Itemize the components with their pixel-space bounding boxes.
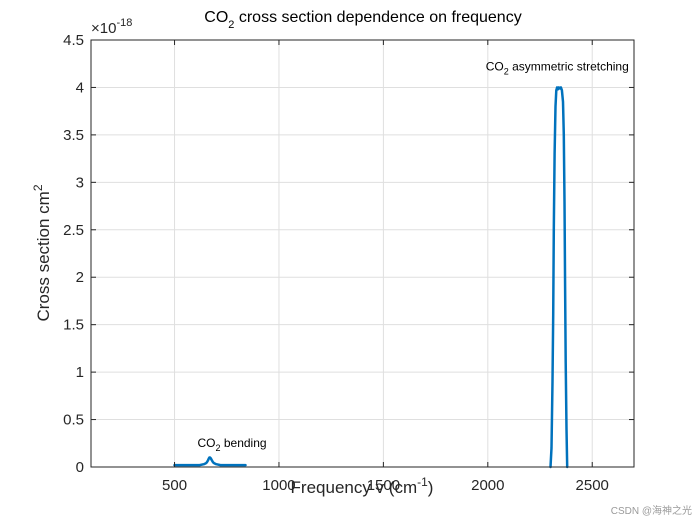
- x-tick-label: 1000: [262, 477, 295, 494]
- y-tick-label: 4: [76, 79, 84, 96]
- series-line-asymmetric-stretching: [549, 86, 569, 469]
- series-layer: [173, 86, 569, 469]
- y-tick-label: 1: [76, 364, 84, 381]
- annotation-co2-asymmetric-stretching: CO2 asymmetric stretching: [486, 59, 629, 76]
- axes-box: [90, 39, 635, 468]
- x-tick-label: 2500: [576, 477, 609, 494]
- y-axis-label: Cross section cm2: [31, 184, 53, 321]
- x-tick-labels: 500 1000 1500 2000 2500: [162, 477, 609, 494]
- x-tick-label: 1500: [367, 477, 400, 494]
- y-exponent-label: ×10-18: [91, 17, 132, 37]
- x-ticks: [174, 40, 593, 467]
- chart-title: CO2 cross section dependence on frequenc…: [204, 9, 521, 31]
- y-ticks: [91, 39, 634, 468]
- y-gridlines: [91, 86, 634, 421]
- y-tick-label: 3: [76, 174, 84, 191]
- x-gridlines: [174, 40, 593, 467]
- x-tick-label: 2000: [471, 477, 504, 494]
- y-tick-label: 1.5: [63, 317, 84, 334]
- x-tick-label: 500: [162, 477, 187, 494]
- watermark: CSDN @海神之光: [611, 504, 692, 517]
- plot-area: [91, 40, 634, 467]
- y-tick-label: 2: [76, 269, 84, 286]
- series-line-bending: [173, 456, 247, 467]
- y-tick-label: 3.5: [63, 127, 84, 144]
- y-tick-label: 0.5: [63, 412, 84, 429]
- y-tick-labels: 0 0.5 1 1.5 2 2.5 3 3.5 4 4.5: [63, 32, 84, 476]
- annotation-co2-bending: CO2 bending: [198, 436, 267, 453]
- x-axis-label: Frequency v (cm-1): [291, 475, 434, 497]
- y-tick-label: 2.5: [63, 222, 84, 239]
- y-tick-label: 0: [76, 459, 84, 476]
- y-tick-label: 4.5: [63, 32, 84, 49]
